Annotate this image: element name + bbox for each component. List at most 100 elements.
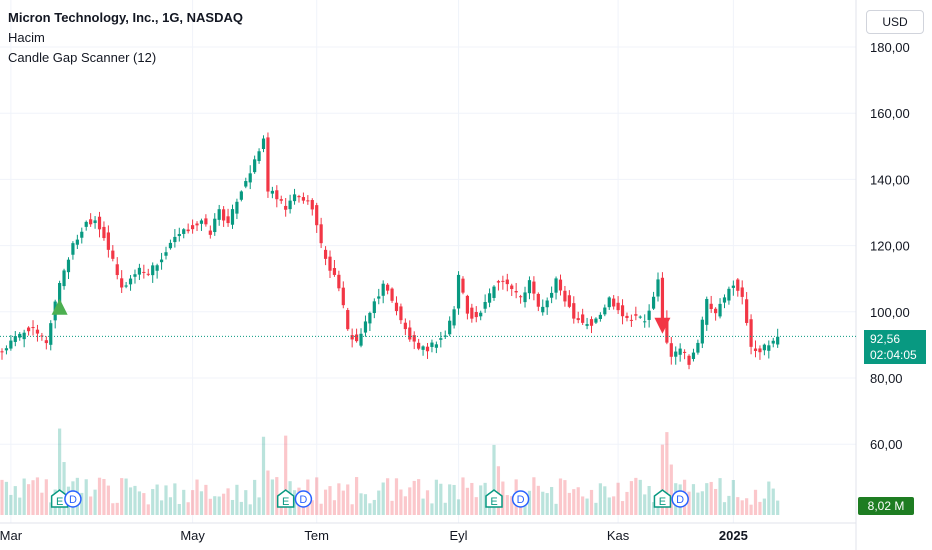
dividend-event-icon — [64, 490, 82, 508]
volume-bar — [767, 481, 771, 515]
candle-body — [731, 285, 735, 288]
volume-bar — [368, 503, 372, 515]
volume-bar — [97, 477, 102, 515]
volume-bar — [629, 481, 634, 515]
candle-body — [0, 351, 4, 353]
volume-bar — [248, 504, 252, 515]
candle-body — [536, 293, 540, 307]
volume-bar — [275, 477, 279, 515]
gap-scanner-indicator-label[interactable]: Candle Gap Scanner (12) — [8, 50, 157, 65]
candle-body — [35, 329, 40, 334]
candle-body — [89, 219, 93, 225]
candle-body — [359, 333, 363, 346]
candle-body — [230, 209, 235, 225]
volume-bar — [235, 484, 239, 515]
candle-body — [26, 327, 31, 332]
volume-bar — [581, 496, 585, 515]
volume-bar — [687, 491, 691, 515]
volume-bar — [186, 502, 190, 515]
candle-body — [412, 335, 416, 342]
volume-bar — [669, 464, 673, 515]
volume-bar — [372, 499, 376, 515]
volume-bar — [217, 496, 221, 515]
candle-body — [558, 279, 563, 291]
volume-bar — [106, 485, 110, 515]
volume-bar — [771, 488, 775, 515]
candle-body — [204, 218, 208, 225]
candle-body — [93, 220, 97, 224]
volume-bar — [354, 477, 359, 515]
candle-body — [66, 259, 71, 273]
volume-bar — [434, 479, 438, 515]
candle-body — [301, 197, 306, 201]
volume-bar — [390, 500, 394, 515]
volume-bar — [421, 498, 425, 515]
volume-bar — [740, 500, 744, 515]
candle-body — [128, 278, 133, 285]
symbol-title[interactable]: Micron Technology, Inc., 1G, NASDAQ — [8, 10, 243, 25]
earnings-event-icon — [50, 489, 69, 508]
candle-body — [598, 314, 602, 320]
candle-body — [501, 280, 505, 282]
candle-body — [354, 334, 359, 342]
candle-body — [40, 335, 44, 337]
volume-bar — [625, 491, 629, 515]
candle-body — [386, 284, 390, 291]
dividend-event-glyph: D — [299, 494, 307, 506]
candle-body — [337, 274, 341, 289]
volume-bar — [102, 478, 106, 515]
candle-body — [430, 342, 434, 347]
volume-bar — [213, 496, 217, 515]
volume-bar — [709, 481, 713, 515]
volume-bar — [762, 498, 766, 515]
volume-bar — [208, 498, 212, 515]
volume-bar — [714, 488, 718, 515]
volume-bar — [310, 500, 314, 515]
candle-body — [323, 249, 328, 259]
candle-body — [350, 335, 354, 340]
volume-bar — [758, 501, 762, 515]
candle-body — [44, 340, 48, 344]
volume-bar — [558, 478, 563, 515]
volume-bar — [638, 479, 642, 515]
volume-bar — [328, 486, 332, 515]
volume-bar — [545, 493, 549, 515]
candle-body — [532, 281, 536, 294]
volume-bar — [616, 482, 620, 515]
volume-bar — [142, 493, 146, 515]
candle-body — [284, 205, 288, 210]
candle-body — [452, 309, 456, 326]
candle-body — [297, 196, 301, 198]
currency-button[interactable]: USD — [866, 10, 924, 34]
volume-bar — [319, 503, 323, 515]
volume-bar — [541, 491, 545, 515]
volume-bar — [359, 493, 363, 515]
candle-body — [248, 173, 252, 183]
x-tick-label: Kas — [607, 528, 630, 543]
candle-body — [434, 344, 438, 348]
candle-body — [660, 277, 665, 321]
candle-body — [417, 342, 421, 349]
candle-body — [470, 307, 474, 319]
candle-body — [629, 319, 634, 321]
volume-bar — [128, 487, 133, 515]
volume-bar — [643, 494, 647, 515]
candle-body — [155, 265, 159, 271]
candle-body — [505, 279, 509, 285]
candle-body — [190, 225, 195, 230]
volume-bar — [84, 479, 88, 515]
volume-indicator-label[interactable]: Hacim — [8, 30, 45, 45]
candle-body — [589, 319, 594, 326]
volume-bar — [190, 490, 195, 515]
volume-bar — [696, 492, 700, 515]
candle-body — [408, 327, 412, 340]
candle-body — [177, 234, 181, 237]
volume-bar — [386, 478, 390, 515]
volume-value-label: 8,02 M — [858, 497, 914, 515]
candle-body — [767, 345, 771, 351]
volume-bar — [18, 497, 22, 515]
volume-bar — [585, 498, 589, 515]
candle-body — [687, 355, 691, 365]
volume-bar — [44, 479, 48, 515]
